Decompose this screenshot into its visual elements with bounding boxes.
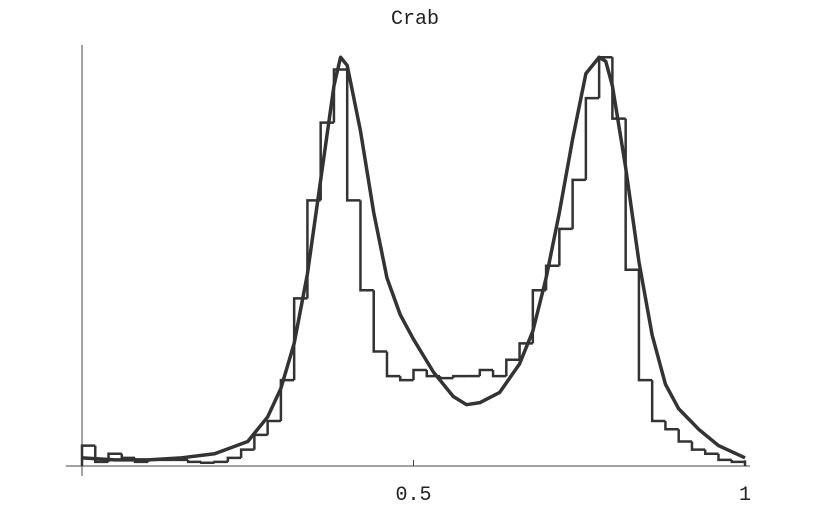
- histogram-bin: [200, 461, 215, 464]
- histogram-bin: [186, 459, 202, 464]
- histogram-bin: [253, 433, 268, 450]
- histogram-bin: [571, 178, 586, 229]
- histogram-bin: [266, 419, 281, 435]
- histogram-bin: [717, 453, 732, 462]
- histogram-bin: [690, 441, 706, 451]
- histogram-bin: [491, 369, 507, 378]
- histogram-bin: [438, 376, 454, 380]
- histogram-bin: [80, 444, 96, 466]
- histogram-bin: [279, 378, 295, 422]
- histogram-bin: [213, 460, 228, 464]
- histogram-bin: [412, 368, 427, 381]
- x-tick-label: 1: [739, 484, 751, 507]
- histogram-bin: [664, 421, 679, 431]
- histogram-bin: [677, 429, 692, 443]
- histogram-bin: [505, 358, 520, 377]
- histogram-bin: [611, 57, 626, 120]
- histogram-bin: [94, 445, 109, 464]
- x-tick-label: 0.5: [395, 484, 431, 507]
- histogram-bin: [120, 453, 136, 460]
- histogram-bin: [452, 374, 467, 379]
- histogram-bin: [478, 368, 494, 377]
- histogram-bin: [372, 290, 387, 353]
- histogram-bin: [385, 351, 401, 378]
- histogram-bin: [226, 456, 242, 462]
- histogram-bin: [332, 68, 348, 123]
- histogram-bin: [703, 449, 719, 455]
- histogram-bin: [650, 380, 666, 423]
- histogram-bin: [730, 459, 747, 466]
- histogram-bin: [558, 227, 573, 266]
- histogram-bin: [584, 96, 600, 180]
- fit-curve: [81, 55, 746, 462]
- histogram-bin: [359, 200, 374, 292]
- histogram-bin: [398, 376, 414, 382]
- histogram-bin: [345, 69, 361, 202]
- histogram-bin: [239, 448, 255, 458]
- chart-title: Crab: [391, 8, 439, 31]
- histogram-bin: [637, 269, 653, 382]
